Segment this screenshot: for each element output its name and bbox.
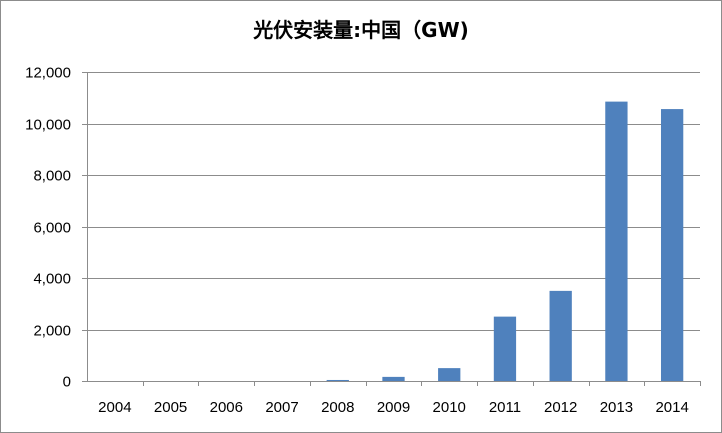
bar-2008 [326,379,349,381]
x-tick-label: 2013 [600,399,633,416]
bar-2010 [438,368,461,381]
chart-title: 光伏安装量:中国（GW) [253,18,469,42]
x-tick-label: 2008 [321,399,354,416]
y-tick-label: 2,000 [33,323,71,340]
bar-2014 [660,109,684,381]
y-tick-label: 6,000 [33,220,71,237]
y-tick-label: 12,000 [25,65,71,82]
bar-2011 [493,316,517,381]
y-tick-label: 10,000 [25,117,71,134]
x-tick-label: 2010 [433,399,466,416]
x-tick-label: 2005 [154,399,187,416]
y-tick-label: 0 [63,374,71,391]
x-tick-label: 2011 [489,399,521,416]
x-tick-label: 2014 [655,399,688,416]
x-tick-label: 2004 [98,399,131,416]
x-tick-label: 2006 [210,399,243,416]
x-tick-label: 2009 [377,399,410,416]
y-tick-label: 4,000 [33,271,71,288]
bar-2009 [382,376,405,381]
x-axis: 2004 2005 2006 2007 2008 2009 2010 2011 2012 2013… [87,381,701,416]
bar-2013 [605,101,628,382]
gridlines [87,72,700,331]
x-tick-label: 2007 [265,399,298,416]
y-tick-label: 8,000 [33,168,71,185]
x-tick-label: 2012 [544,399,577,416]
y-axis: 0 2,000 4,000 6,000 8,000 10,000 12,000 [25,65,88,391]
bars [326,101,684,382]
bar-2012 [549,290,572,381]
